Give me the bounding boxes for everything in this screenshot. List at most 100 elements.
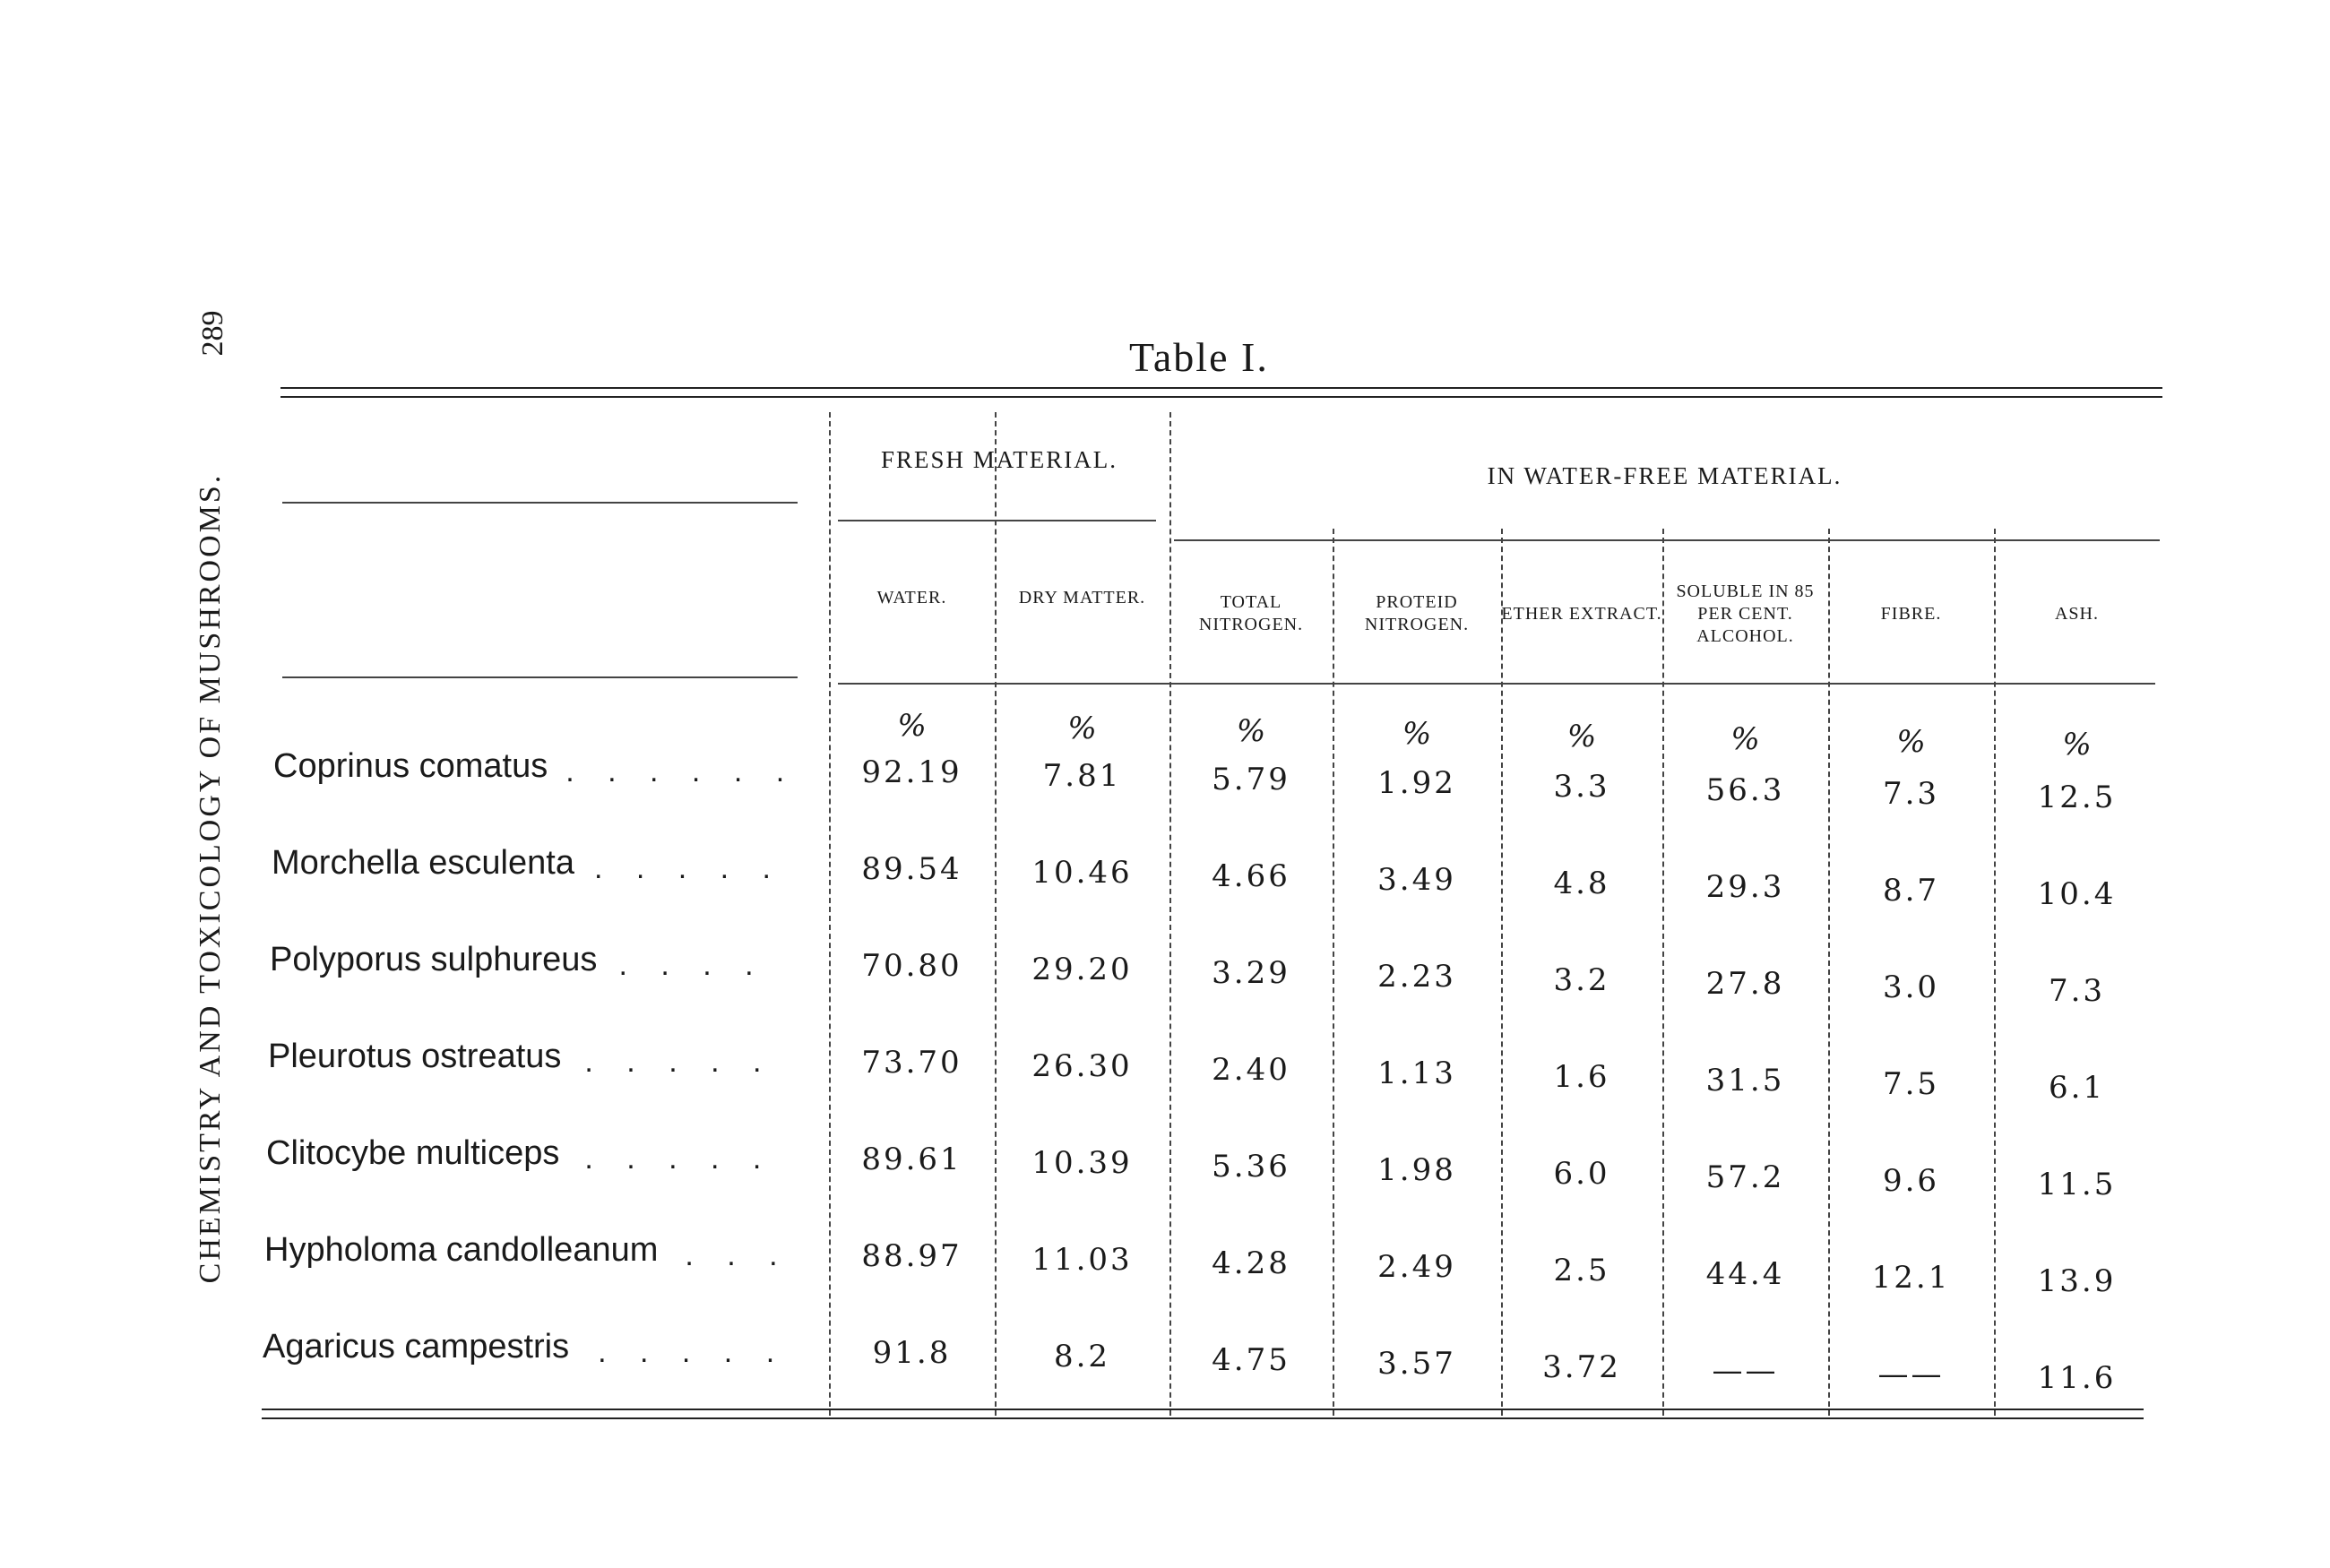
column-header: PROTEID NITROGEN. <box>1333 547 1501 681</box>
table-cell: 3.49 <box>1377 862 1456 898</box>
column-header-label: TOTAL NITROGEN. <box>1198 592 1304 634</box>
column-separator <box>1169 412 1171 1416</box>
column-separator <box>1501 529 1503 1416</box>
header-divider <box>282 502 798 504</box>
species-name: Morchella esculenta <box>272 844 574 882</box>
table-cell: 5.79 <box>1212 762 1290 797</box>
table-cell: 29.3 <box>1705 869 1785 905</box>
table-cell: 26.30 <box>1031 1048 1133 1084</box>
top-rule <box>280 387 2162 389</box>
table-cell: 88.97 <box>861 1238 962 1274</box>
column-header-label: ETHER EXTRACT. <box>1501 603 1662 624</box>
table-cell: 1.92 <box>1377 765 1456 801</box>
leader-dots: . . . . . . <box>618 948 789 982</box>
running-head: CHEMISTRY AND TOXICOLOGY OF MUSHROOMS. <box>194 472 227 1284</box>
leader-dots: . . . . . . <box>598 1335 789 1369</box>
column-header: SOLUBLE IN 85 PER CENT. ALCOHOL. <box>1662 547 1828 681</box>
unit-label: % <box>1402 716 1432 752</box>
column-separator <box>1994 529 1996 1416</box>
table-cell: 56.3 <box>1705 772 1785 808</box>
species-name: Coprinus comatus <box>273 747 548 785</box>
table-cell: 91.8 <box>872 1335 952 1371</box>
header-divider <box>1174 539 2160 541</box>
column-header-label: WATER. <box>876 588 947 607</box>
column-header: ETHER EXTRACT. <box>1501 547 1662 681</box>
column-header: FIBRE. <box>1828 547 1994 681</box>
species-name: Pleurotus ostreatus <box>268 1038 562 1075</box>
table-cell: 4.8 <box>1553 866 1610 901</box>
column-header-label: PROTEID NITROGEN. <box>1364 592 1470 634</box>
table-cell: 10.4 <box>2037 876 2117 912</box>
table-cell: 12.1 <box>1871 1260 1951 1296</box>
table-cell: 3.2 <box>1553 962 1610 998</box>
leader-dots: . . . . . . <box>565 754 789 788</box>
column-separator <box>1662 529 1664 1416</box>
species-name: Polyporus sulphureus <box>270 941 598 978</box>
unit-label: % <box>2062 727 2092 762</box>
table-cell: 10.46 <box>1031 855 1133 891</box>
table-cell: 2.23 <box>1377 959 1456 995</box>
table-cell: 70.80 <box>861 948 962 984</box>
table-cell: 6.1 <box>2048 1070 2106 1106</box>
table-cell: 10.39 <box>1031 1145 1133 1181</box>
table-cell: —— <box>1877 1357 1945 1392</box>
table-cell: 4.28 <box>1212 1245 1290 1281</box>
species-name: Clitocybe multiceps <box>266 1134 560 1172</box>
table-cell: 4.75 <box>1212 1342 1290 1378</box>
table-cell: 3.29 <box>1212 955 1290 991</box>
table-cell: 44.4 <box>1705 1256 1785 1292</box>
column-header: WATER. <box>829 524 995 672</box>
table-cell: 2.40 <box>1212 1052 1290 1088</box>
unit-label: % <box>1067 711 1097 746</box>
table-cell: 2.49 <box>1377 1249 1456 1285</box>
table-title: Table I. <box>1129 334 1269 380</box>
table-cell: 13.9 <box>2037 1263 2117 1299</box>
table-cell: 31.5 <box>1705 1063 1785 1098</box>
table-cell: 7.81 <box>1042 758 1122 794</box>
bottom-rule-2 <box>262 1417 2144 1419</box>
page-number: 289 <box>196 310 229 357</box>
table-cell: —— <box>1712 1353 1779 1389</box>
unit-label: % <box>1236 713 1266 749</box>
column-separator <box>1828 529 1830 1416</box>
table-cell: 89.61 <box>861 1142 962 1177</box>
unit-label: % <box>1730 721 1760 757</box>
table-cell: 12.5 <box>2037 780 2117 815</box>
column-header-label: FIBRE. <box>1880 603 1942 624</box>
table-cell: 11.5 <box>2037 1167 2117 1202</box>
header-divider <box>838 683 2155 685</box>
table-cell: 3.72 <box>1542 1349 1621 1385</box>
table-cell: 92.19 <box>861 754 962 790</box>
group-water-free-material: IN WATER-FREE MATERIAL. <box>1487 462 1842 489</box>
table-cell: 8.7 <box>1882 873 1940 909</box>
table-cell: 2.5 <box>1553 1253 1610 1288</box>
table-cell: 73.70 <box>861 1045 962 1081</box>
table-cell: 7.3 <box>1882 776 1940 812</box>
column-header: ASH. <box>1994 547 2160 681</box>
table-cell: 27.8 <box>1705 966 1785 1002</box>
table-cell: 11.6 <box>2037 1360 2117 1396</box>
table-cell: 5.36 <box>1212 1149 1290 1185</box>
column-header-label: DRY MATTER. <box>1018 588 1146 607</box>
unit-label: % <box>1896 724 1926 760</box>
species-name: Hypholoma candolleanum <box>264 1231 659 1269</box>
leader-dots: . . . . . . <box>584 1045 789 1079</box>
column-header-label: ASH. <box>2054 603 2099 624</box>
table-cell: 3.0 <box>1882 969 1940 1005</box>
table-cell: 7.3 <box>2048 973 2106 1009</box>
unit-label: % <box>1566 719 1597 754</box>
top-rule-2 <box>280 396 2162 398</box>
table-cell: 29.20 <box>1031 952 1133 987</box>
header-divider <box>282 676 798 678</box>
column-header: DRY MATTER. <box>995 524 1169 672</box>
table-cell: 1.6 <box>1553 1059 1610 1095</box>
group-fresh-material: FRESH MATERIAL. <box>880 446 1118 473</box>
column-header: TOTAL NITROGEN. <box>1169 547 1333 681</box>
leader-dots: . . . . . . <box>685 1238 789 1272</box>
table-cell: 1.98 <box>1377 1152 1456 1188</box>
column-separator <box>829 412 831 1416</box>
table-cell: 57.2 <box>1705 1159 1785 1195</box>
leader-dots: . . . . . . <box>584 1142 789 1176</box>
column-separator <box>1333 529 1334 1416</box>
table-cell: 11.03 <box>1031 1242 1133 1278</box>
